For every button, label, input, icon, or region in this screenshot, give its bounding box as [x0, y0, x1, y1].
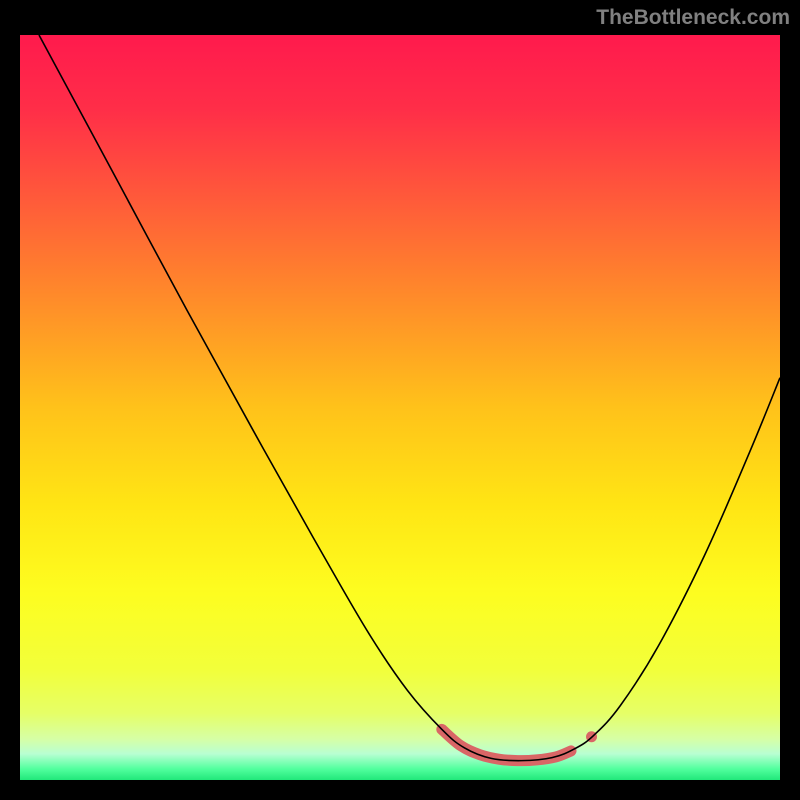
- watermark-text: TheBottleneck.com: [596, 6, 790, 30]
- frame-right: [780, 0, 800, 800]
- chart-background: [20, 35, 780, 780]
- bottleneck-chart: [20, 35, 780, 780]
- chart-svg: [20, 35, 780, 780]
- frame-left: [0, 0, 20, 800]
- frame-bottom: [0, 780, 800, 800]
